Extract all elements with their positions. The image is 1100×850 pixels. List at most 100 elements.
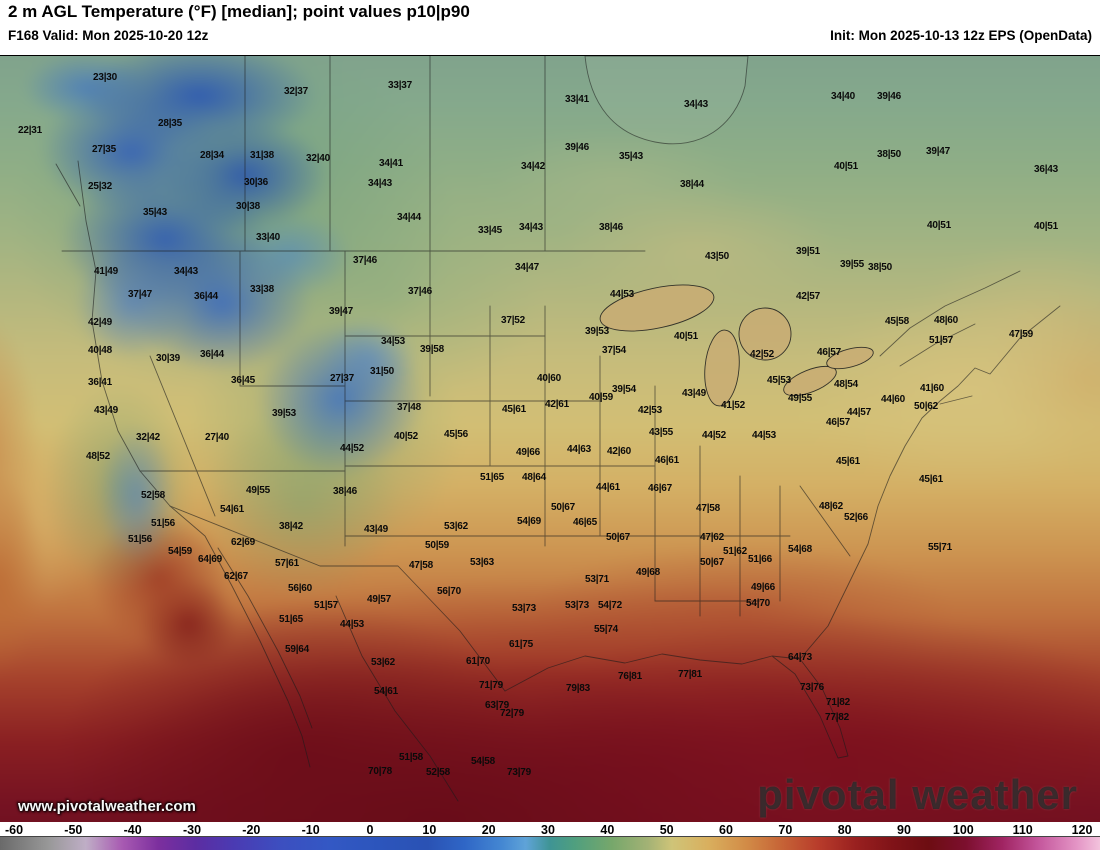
colorbar-tick: 30 — [541, 823, 555, 837]
point-value: 42|53 — [637, 405, 663, 416]
point-value: 34|47 — [514, 262, 540, 273]
point-value: 36|45 — [230, 375, 256, 386]
point-value: 43|50 — [704, 251, 730, 262]
point-value: 35|43 — [142, 207, 168, 218]
point-value: 35|43 — [618, 151, 644, 162]
point-value: 54|58 — [470, 756, 496, 767]
colorbar-tick: -20 — [242, 823, 261, 837]
point-value: 28|35 — [157, 118, 183, 129]
point-value: 54|70 — [745, 598, 771, 609]
colorbar-tick: -10 — [301, 823, 320, 837]
colorbar-tick: 70 — [778, 823, 793, 837]
point-value: 71|79 — [478, 680, 504, 691]
colorbar-tick: 60 — [719, 823, 733, 837]
point-value: 39|46 — [564, 142, 590, 153]
point-value: 51|57 — [313, 600, 339, 611]
point-value: 51|56 — [127, 534, 153, 545]
point-value: 51|58 — [398, 752, 424, 763]
point-value: 37|46 — [407, 286, 433, 297]
point-value: 51|65 — [479, 472, 505, 483]
point-value: 49|55 — [787, 393, 813, 404]
point-value: 40|51 — [673, 331, 699, 342]
colorbar-gradient — [0, 836, 1100, 850]
point-value: 40|48 — [87, 345, 113, 356]
point-value: 34|43 — [367, 178, 393, 189]
point-value: 39|46 — [876, 91, 902, 102]
point-value: 34|42 — [520, 161, 546, 172]
point-value: 48|52 — [85, 451, 111, 462]
colorbar-tick: -60 — [4, 823, 24, 837]
point-value: 39|53 — [584, 326, 610, 337]
watermark-url: www.pivotalweather.com — [18, 798, 196, 815]
point-value: 33|37 — [387, 80, 413, 91]
point-value: 37|54 — [601, 345, 627, 356]
point-value: 52|58 — [425, 767, 451, 778]
point-value: 72|79 — [499, 708, 525, 719]
colorbar-tick: 40 — [600, 823, 615, 837]
point-value: 77|82 — [824, 712, 850, 723]
point-value: 56|60 — [287, 583, 313, 594]
point-value: 42|60 — [606, 446, 632, 457]
point-value: 34|53 — [380, 336, 406, 347]
point-value: 49|66 — [750, 582, 776, 593]
point-value: 38|46 — [598, 222, 624, 233]
point-value: 28|34 — [199, 150, 225, 161]
point-value: 45|53 — [766, 375, 792, 386]
point-value: 36|44 — [193, 291, 219, 302]
point-value: 40|60 — [536, 373, 562, 384]
point-value: 36|44 — [199, 349, 225, 360]
point-value: 76|81 — [617, 671, 643, 682]
point-value: 39|55 — [839, 259, 865, 270]
point-value: 51|62 — [722, 546, 748, 557]
point-value: 47|58 — [695, 503, 721, 514]
point-value: 30|39 — [155, 353, 181, 364]
point-value: 51|65 — [278, 614, 304, 625]
point-value: 55|74 — [593, 624, 619, 635]
point-value: 53|62 — [370, 657, 396, 668]
point-value: 41|60 — [919, 383, 945, 394]
point-value: 34|41 — [378, 158, 404, 169]
temperature-scale: -60 -50 -40 -30 -20 -10 0 10 20 30 40 50 60 70 80 90 100… — [0, 822, 1100, 850]
point-value: 61|75 — [508, 639, 534, 650]
point-value: 45|61 — [835, 456, 861, 467]
pivotal-weather-logo: pivotal weather — [757, 771, 1078, 818]
point-value: 40|52 — [393, 431, 419, 442]
point-value: 42|52 — [749, 349, 775, 360]
point-value: 62|69 — [230, 537, 256, 548]
point-value: 40|51 — [1033, 221, 1059, 232]
colorbar-tick: 20 — [481, 823, 496, 837]
point-value: 27|35 — [91, 144, 117, 155]
point-value: 64|69 — [197, 554, 223, 565]
point-value: 41|52 — [720, 400, 746, 411]
point-value: 47|62 — [699, 532, 725, 543]
point-value: 34|40 — [830, 91, 856, 102]
colorbar-tick: 10 — [422, 823, 437, 837]
point-value: 40|59 — [588, 392, 614, 403]
colorbar-tick: 80 — [837, 823, 852, 837]
point-value: 53|62 — [443, 521, 469, 532]
point-value: 34|43 — [683, 99, 709, 110]
point-value: 46|67 — [647, 483, 673, 494]
point-value: 44|53 — [339, 619, 365, 630]
point-value: 38|50 — [876, 149, 902, 160]
point-value: 36|43 — [1033, 164, 1059, 175]
point-value: 27|37 — [329, 373, 355, 384]
point-value: 50|67 — [550, 502, 576, 513]
point-value: 36|41 — [87, 377, 113, 388]
point-value: 44|60 — [880, 394, 906, 405]
map-boundaries — [55, 56, 1061, 802]
point-value: 44|61 — [595, 482, 621, 493]
point-value: 39|53 — [271, 408, 297, 419]
point-value: 38|50 — [867, 262, 893, 273]
point-value: 33|38 — [249, 284, 275, 295]
point-value: 32|40 — [305, 153, 331, 164]
point-value: 77|81 — [677, 669, 703, 680]
point-value: 51|56 — [150, 518, 176, 529]
point-value: 48|54 — [833, 379, 859, 390]
point-value: 73|76 — [799, 682, 825, 693]
colorbar-tick: 120 — [1071, 823, 1093, 837]
point-value: 63|79 — [484, 700, 510, 711]
point-value: 43|49 — [93, 405, 119, 416]
